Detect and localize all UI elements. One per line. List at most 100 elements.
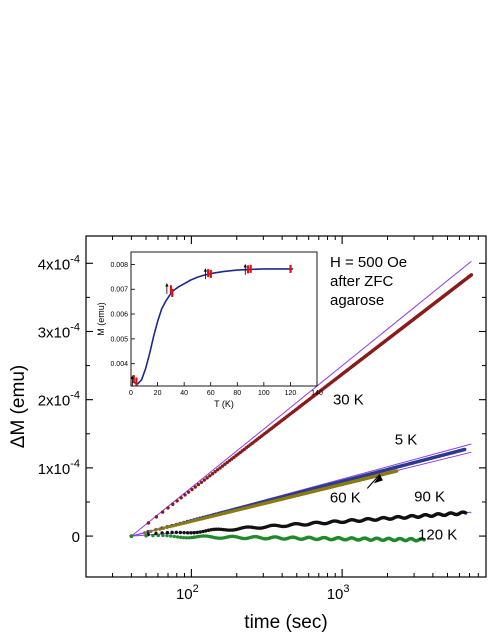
inset-x-tick-label: 80 (233, 390, 241, 397)
series-label: 30 K (333, 391, 364, 408)
inset-y-tick-label: 0.004 (110, 361, 128, 368)
inset-x-tick-label: 60 (207, 390, 215, 397)
inset-marker (132, 375, 135, 384)
series-60k (129, 469, 399, 538)
inset-x-tick-label: 40 (180, 390, 188, 397)
main-axes: 0 1x10-4 2x10-4 3x10-4 4x10-4 102 103 (38, 236, 487, 603)
data-point (469, 273, 474, 277)
data-point (190, 487, 194, 492)
inset-markers (130, 263, 292, 387)
data-point (196, 482, 201, 487)
inset-arrow-head (243, 263, 247, 268)
condition-text: H = 500 Oe (330, 254, 407, 271)
inset-plot-frame (130, 251, 318, 387)
inset-x-tick-label: 140 (311, 390, 323, 397)
inset-marker (249, 264, 252, 273)
inset-background (131, 252, 317, 386)
data-point (220, 464, 225, 468)
data-point (179, 496, 183, 500)
inset-x-tick-label: 100 (258, 390, 270, 397)
inset-y-tick-label: 0.005 (110, 336, 128, 343)
inset-curve-line (133, 268, 294, 385)
data-point (160, 510, 165, 514)
data-point (210, 472, 215, 476)
data-point (143, 531, 147, 535)
data-point (199, 480, 204, 484)
data-point (154, 531, 158, 536)
inset-x-tick-label: 20 (154, 390, 162, 397)
data-point (182, 530, 186, 535)
data-series (129, 273, 474, 543)
data-point (189, 531, 193, 535)
series-labels: 30 K 5 K 60 K 90 K 120 K (330, 391, 457, 543)
data-point (149, 529, 153, 533)
data-point (170, 530, 174, 535)
data-point (165, 525, 169, 530)
inset-y-tick-label: 0.006 (110, 312, 128, 319)
data-point (198, 530, 202, 534)
inset-marker (289, 264, 292, 273)
inset-y-tick-label: 0.008 (110, 262, 128, 269)
y-axis-title: ΔM (emu) (8, 365, 29, 448)
inset-marker (135, 377, 138, 386)
data-point (187, 536, 191, 540)
data-point (193, 485, 197, 489)
series-90k (129, 510, 468, 538)
data-point (144, 534, 148, 538)
inset-marker (246, 265, 250, 274)
inset-x-tick-label: 0 (129, 390, 133, 397)
inset-arrow-head (130, 375, 134, 380)
data-point (154, 515, 159, 519)
data-point (205, 476, 209, 480)
data-point (165, 533, 169, 538)
data-point (206, 528, 211, 532)
data-point (181, 535, 186, 540)
data-point (129, 534, 134, 538)
data-point (146, 530, 150, 534)
data-point (178, 535, 183, 540)
data-point (189, 535, 194, 540)
inset-y-tick-label: 0.007 (110, 287, 128, 294)
inset-marker (171, 288, 174, 297)
data-point (161, 533, 165, 538)
y-tick-label: 4x10-4 (38, 253, 80, 273)
inset-x-tick-label: 120 (285, 390, 297, 397)
y-tick-label: 1x10-4 (38, 458, 80, 478)
data-point (168, 524, 172, 529)
data-point (208, 474, 212, 478)
condition-text: after ZFC (330, 273, 394, 290)
data-point (201, 529, 205, 534)
inset-marker (209, 269, 212, 278)
data-point (151, 533, 155, 538)
data-point (154, 528, 158, 532)
data-point (172, 534, 176, 539)
series-label: 5 K (395, 432, 418, 449)
y-tick-label: 0 (72, 529, 80, 546)
data-point (158, 527, 162, 531)
series-label: 120 K (418, 526, 457, 543)
data-point (223, 462, 227, 466)
inset-marker (169, 285, 173, 294)
data-point (218, 466, 222, 470)
series-label: 90 K (414, 489, 445, 506)
fit-line (131, 260, 472, 537)
data-point (209, 528, 213, 532)
data-point (186, 490, 191, 494)
data-point (176, 522, 181, 527)
data-point (192, 531, 196, 535)
data-point (165, 530, 170, 535)
x-tick-label: 103 (327, 583, 350, 603)
x-axis-title: time (sec) (244, 612, 327, 633)
data-point (171, 502, 175, 506)
data-point (161, 526, 166, 530)
data-point (462, 447, 467, 452)
arrow-head (373, 474, 383, 484)
data-point (212, 527, 216, 532)
inset-plot-area: 0 20 40 60 80 100 120 140 0.004 0.005 0.006 0.007 0.… (96, 251, 323, 409)
inset-curve (133, 268, 294, 385)
data-point (214, 527, 218, 531)
series-30k (129, 273, 474, 538)
data-point (184, 536, 189, 540)
data-point (215, 468, 220, 472)
